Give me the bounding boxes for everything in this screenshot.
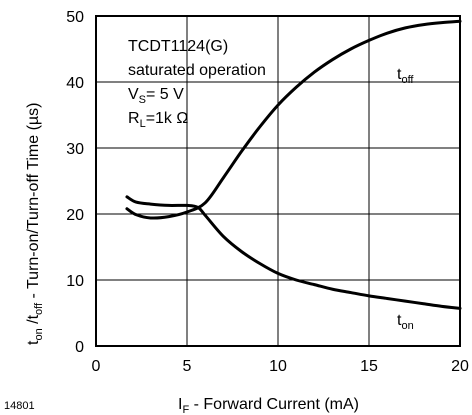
annotation-part: TCDT1124(G): [128, 38, 228, 55]
y-axis-label: ton /toff - Turn-on/Turn-off Time (µs): [25, 103, 45, 345]
x-tick-label: 0: [92, 358, 101, 375]
tick-labels: 0 5 10 15 20 0 10 20 30 40 50: [66, 9, 469, 375]
series-label-t-on: ton: [397, 312, 414, 332]
plot-frame: [95, 15, 461, 347]
series-label-t-off: toff: [397, 66, 414, 86]
y-tick-label: 40: [66, 75, 84, 92]
figure-number: 14801: [4, 400, 35, 412]
x-tick-label: 5: [183, 358, 192, 375]
series-line-t-off: [125, 19, 462, 220]
y-tick-label: 20: [66, 207, 84, 224]
x-tick-label: 15: [360, 358, 378, 375]
series-line-t-on: [125, 195, 462, 310]
grid-lines: [96, 16, 460, 346]
y-tick-label: 50: [66, 9, 84, 26]
x-tick-label: 10: [269, 358, 287, 375]
y-tick-label: 0: [75, 339, 84, 356]
y-tick-label: 30: [66, 141, 84, 158]
y-tick-label: 10: [66, 273, 84, 290]
x-tick-label: 20: [451, 358, 469, 375]
x-axis-label: IF - Forward Current (mA): [178, 396, 359, 415]
curves: [125, 19, 462, 310]
annotation-mode: saturated operation: [128, 62, 266, 79]
annotation-rl: RL=1k Ω: [128, 110, 188, 130]
annotation-vs: VS= 5 V: [128, 86, 184, 106]
